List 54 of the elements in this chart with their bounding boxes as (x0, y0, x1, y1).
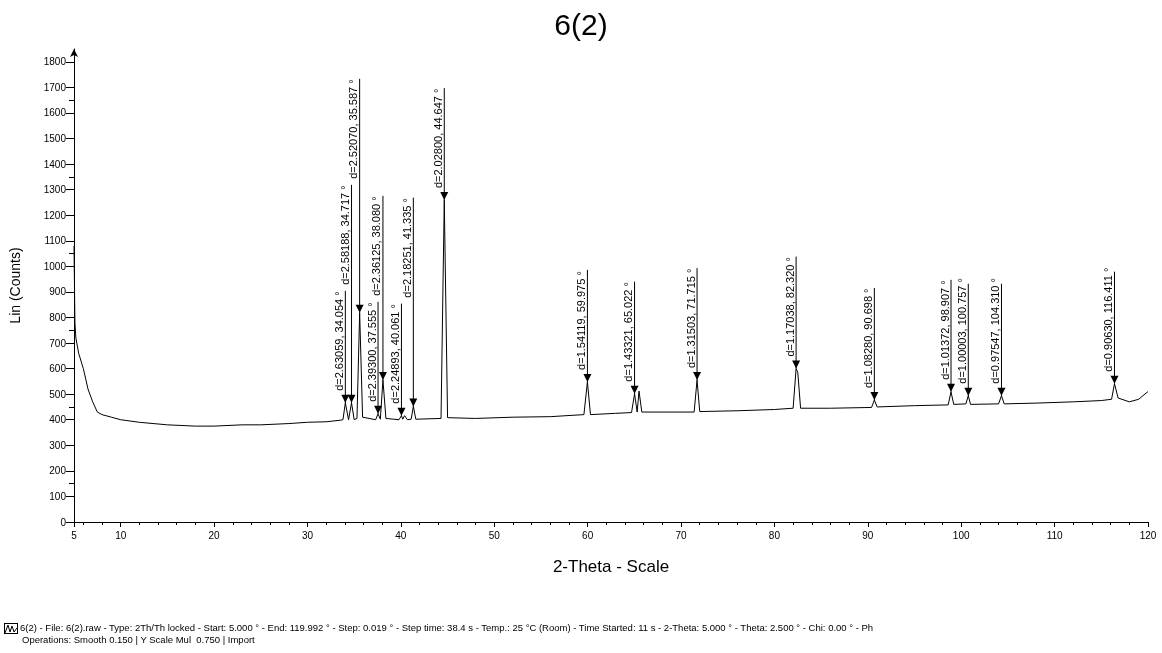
text: Operations: Smooth 0.150 | Y Scale Mul 0.750 | Import (22, 634, 255, 646)
x-axis-title: 2-Theta - Scale (552, 557, 670, 576)
y-tick-label: 1400 (43, 158, 67, 170)
annotation: d=1.43321, 65.022 ° (622, 282, 635, 382)
x-tick-label: 60 (582, 529, 594, 541)
y-tick-label: 1700 (43, 81, 67, 93)
x-tick-label: 120 (1139, 529, 1157, 541)
y-tick-label: 1100 (44, 235, 67, 247)
x-tick-label: 100 (952, 529, 970, 541)
y-tick-label: 1300 (43, 184, 67, 196)
annotation: d=2.36125, 38.080 ° (370, 196, 383, 296)
x-tick-label: 40 (395, 529, 407, 541)
y-tick-label: 1200 (43, 209, 67, 221)
annotation: d=0.97547, 104.310 ° (988, 278, 1001, 384)
y-tick-label: 1000 (43, 260, 67, 272)
chart-title: 6(2) (554, 7, 608, 41)
x-tick-label: 20 (208, 529, 221, 541)
annotation: d=1.00003, 100.757 ° (955, 278, 968, 384)
y-tick-label: 700 (49, 337, 67, 349)
x-tick-label: 5 (71, 529, 78, 541)
annotation: d=1.31503, 71.715 ° (684, 268, 697, 369)
y-tick-label: 900 (49, 286, 67, 298)
annotation: d=2.58188, 34.717 ° (339, 185, 352, 285)
annotation: d=2.52070, 35.587 ° (347, 79, 360, 179)
y-tick-label: 1600 (43, 107, 67, 119)
y-tick-label: 500 (49, 388, 67, 400)
y-tick-label: 1500 (43, 132, 67, 144)
annotation: d=2.63059, 34.054 ° (332, 291, 345, 391)
y-tick-label: 200 (49, 465, 67, 477)
annotation: d=1.17038, 82.320 ° (783, 257, 796, 357)
x-tick-label: 30 (301, 529, 314, 541)
x-tick-label: 90 (862, 529, 874, 541)
annotation: d=2.24893, 40.061 ° (388, 304, 401, 404)
x-tick-label: 110 (1046, 529, 1064, 541)
annotation: d=0.90630, 116.411 ° (1101, 267, 1114, 372)
x-tick-label: 50 (488, 529, 501, 541)
x-tick-label: 70 (675, 529, 688, 541)
annotation: d=2.02800, 44.647 ° (431, 88, 444, 189)
annotation: d=2.39300, 37.555 ° (365, 302, 378, 402)
annotation: d=1.08280, 90.698 ° (861, 288, 874, 389)
y-tick-label: 600 (49, 363, 67, 375)
text: 6(2) - File: 6(2).raw - Type: 2Th/Th locked - Start: 5.000 ° - End: 119.992 ° - Step: 0.019 ° - Step time: 38.4 s - Temp.: 25 °C (Room) - Time Started: 11 s - 2-Theta: 5.000 ° - Theta: 2.500 ° - Chi: 0.00 ° - Ph (20, 622, 874, 634)
y-tick-label: 0 (60, 516, 67, 528)
annotation: d=1.01372, 98.907 ° (938, 280, 951, 380)
x-tick-label: 80 (768, 529, 781, 541)
annotation: d=2.18251, 41.335 ° (400, 198, 413, 298)
y-tick-label: 100 (49, 490, 67, 502)
y-tick-label: 1800 (43, 56, 67, 68)
y-axis-title: Lin (Counts) (7, 247, 23, 324)
y-tick-label: 800 (49, 311, 67, 323)
x-tick-label: 10 (115, 529, 127, 541)
y-tick-label: 300 (49, 439, 67, 451)
annotation: d=1.54119, 59.975 ° (574, 271, 587, 370)
y-tick-label: 400 (49, 414, 67, 426)
